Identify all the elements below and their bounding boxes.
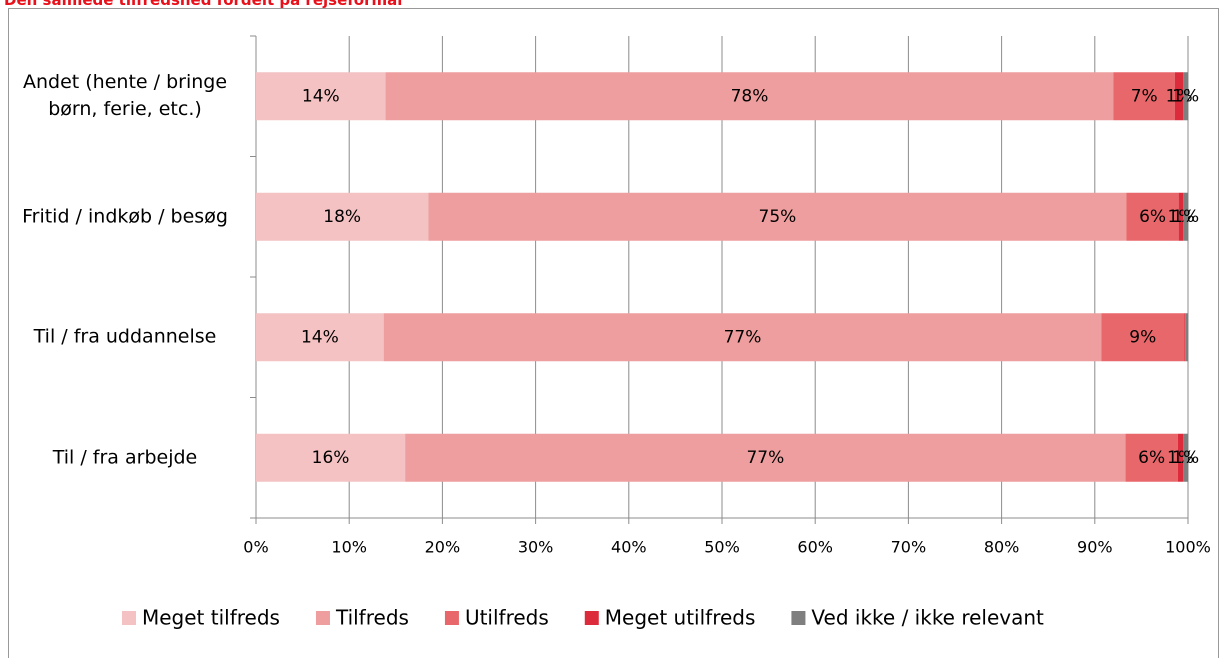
bar-segment — [256, 313, 384, 362]
legend-label: Tilfreds — [335, 606, 409, 630]
category-label: Til / fra arbejde — [52, 446, 198, 469]
data-label: 14% — [302, 86, 340, 106]
bar-segment — [1101, 313, 1185, 362]
category-label: Andet (hente / bringe børn, ferie, etc.) — [22, 71, 228, 121]
bar-segment — [256, 433, 406, 482]
data-label: 75% — [759, 207, 797, 227]
bar-segment — [1183, 433, 1188, 482]
bar-segment — [428, 192, 1127, 241]
x-tick-label: 20% — [425, 538, 461, 557]
data-label: 1% — [1172, 86, 1199, 106]
legend-swatch — [444, 611, 459, 625]
bar-segment — [385, 72, 1114, 121]
data-label: 6% — [1138, 448, 1165, 468]
x-tick-label: 80% — [984, 538, 1020, 557]
data-label: 1% — [1172, 448, 1199, 468]
x-tick-label: 50% — [704, 538, 740, 557]
legend-swatch — [584, 611, 599, 625]
data-label: 1% — [1172, 207, 1199, 227]
data-label: 77% — [746, 448, 784, 468]
category-label: Til / fra uddannelse — [33, 325, 217, 348]
data-label: 16% — [312, 448, 350, 468]
legend-label: Meget tilfreds — [142, 606, 280, 630]
bar-segment — [1177, 433, 1184, 482]
x-tick-label: 10% — [331, 538, 367, 557]
x-tick-label: 40% — [611, 538, 647, 557]
bar-segment — [1185, 313, 1188, 362]
x-tick-label: 60% — [797, 538, 833, 557]
bar-segment — [1183, 192, 1188, 241]
bar-segment — [256, 72, 386, 121]
x-tick-label: 70% — [891, 538, 927, 557]
bar-segment — [1178, 192, 1184, 241]
bar-segment — [1174, 72, 1184, 121]
x-tick-label: 90% — [1077, 538, 1113, 557]
legend-label: Meget utilfreds — [605, 606, 756, 630]
legend-swatch — [791, 611, 806, 625]
chart-title: Den samlede tilfredshed fordelt på rejse… — [4, 0, 403, 9]
legend-swatch — [315, 611, 330, 625]
bar-segment — [1113, 72, 1175, 121]
bar-segment — [405, 433, 1126, 482]
bar-segment — [383, 313, 1102, 362]
bar-segment — [1183, 72, 1188, 121]
x-tick-label: 100% — [1165, 538, 1211, 557]
x-tick-label: 30% — [518, 538, 554, 557]
bar-segment — [1126, 192, 1179, 241]
data-label: 14% — [301, 327, 339, 347]
x-tick-label: 0% — [243, 538, 268, 557]
category-label: Fritid / indkøb / besøg — [22, 205, 228, 228]
data-label: 9% — [1129, 327, 1156, 347]
bar-segment — [1184, 313, 1186, 362]
data-label: 18% — [323, 207, 361, 227]
bar-segment — [256, 192, 429, 241]
bar-segment — [1125, 433, 1178, 482]
data-label: 77% — [724, 327, 762, 347]
legend-swatch — [122, 611, 136, 625]
data-label: 78% — [731, 86, 769, 106]
data-label: 7% — [1131, 86, 1158, 106]
data-label: 6% — [1139, 207, 1166, 227]
legend-label: Ved ikke / ikke relevant — [811, 606, 1044, 630]
legend-label: Utilfreds — [465, 606, 549, 630]
